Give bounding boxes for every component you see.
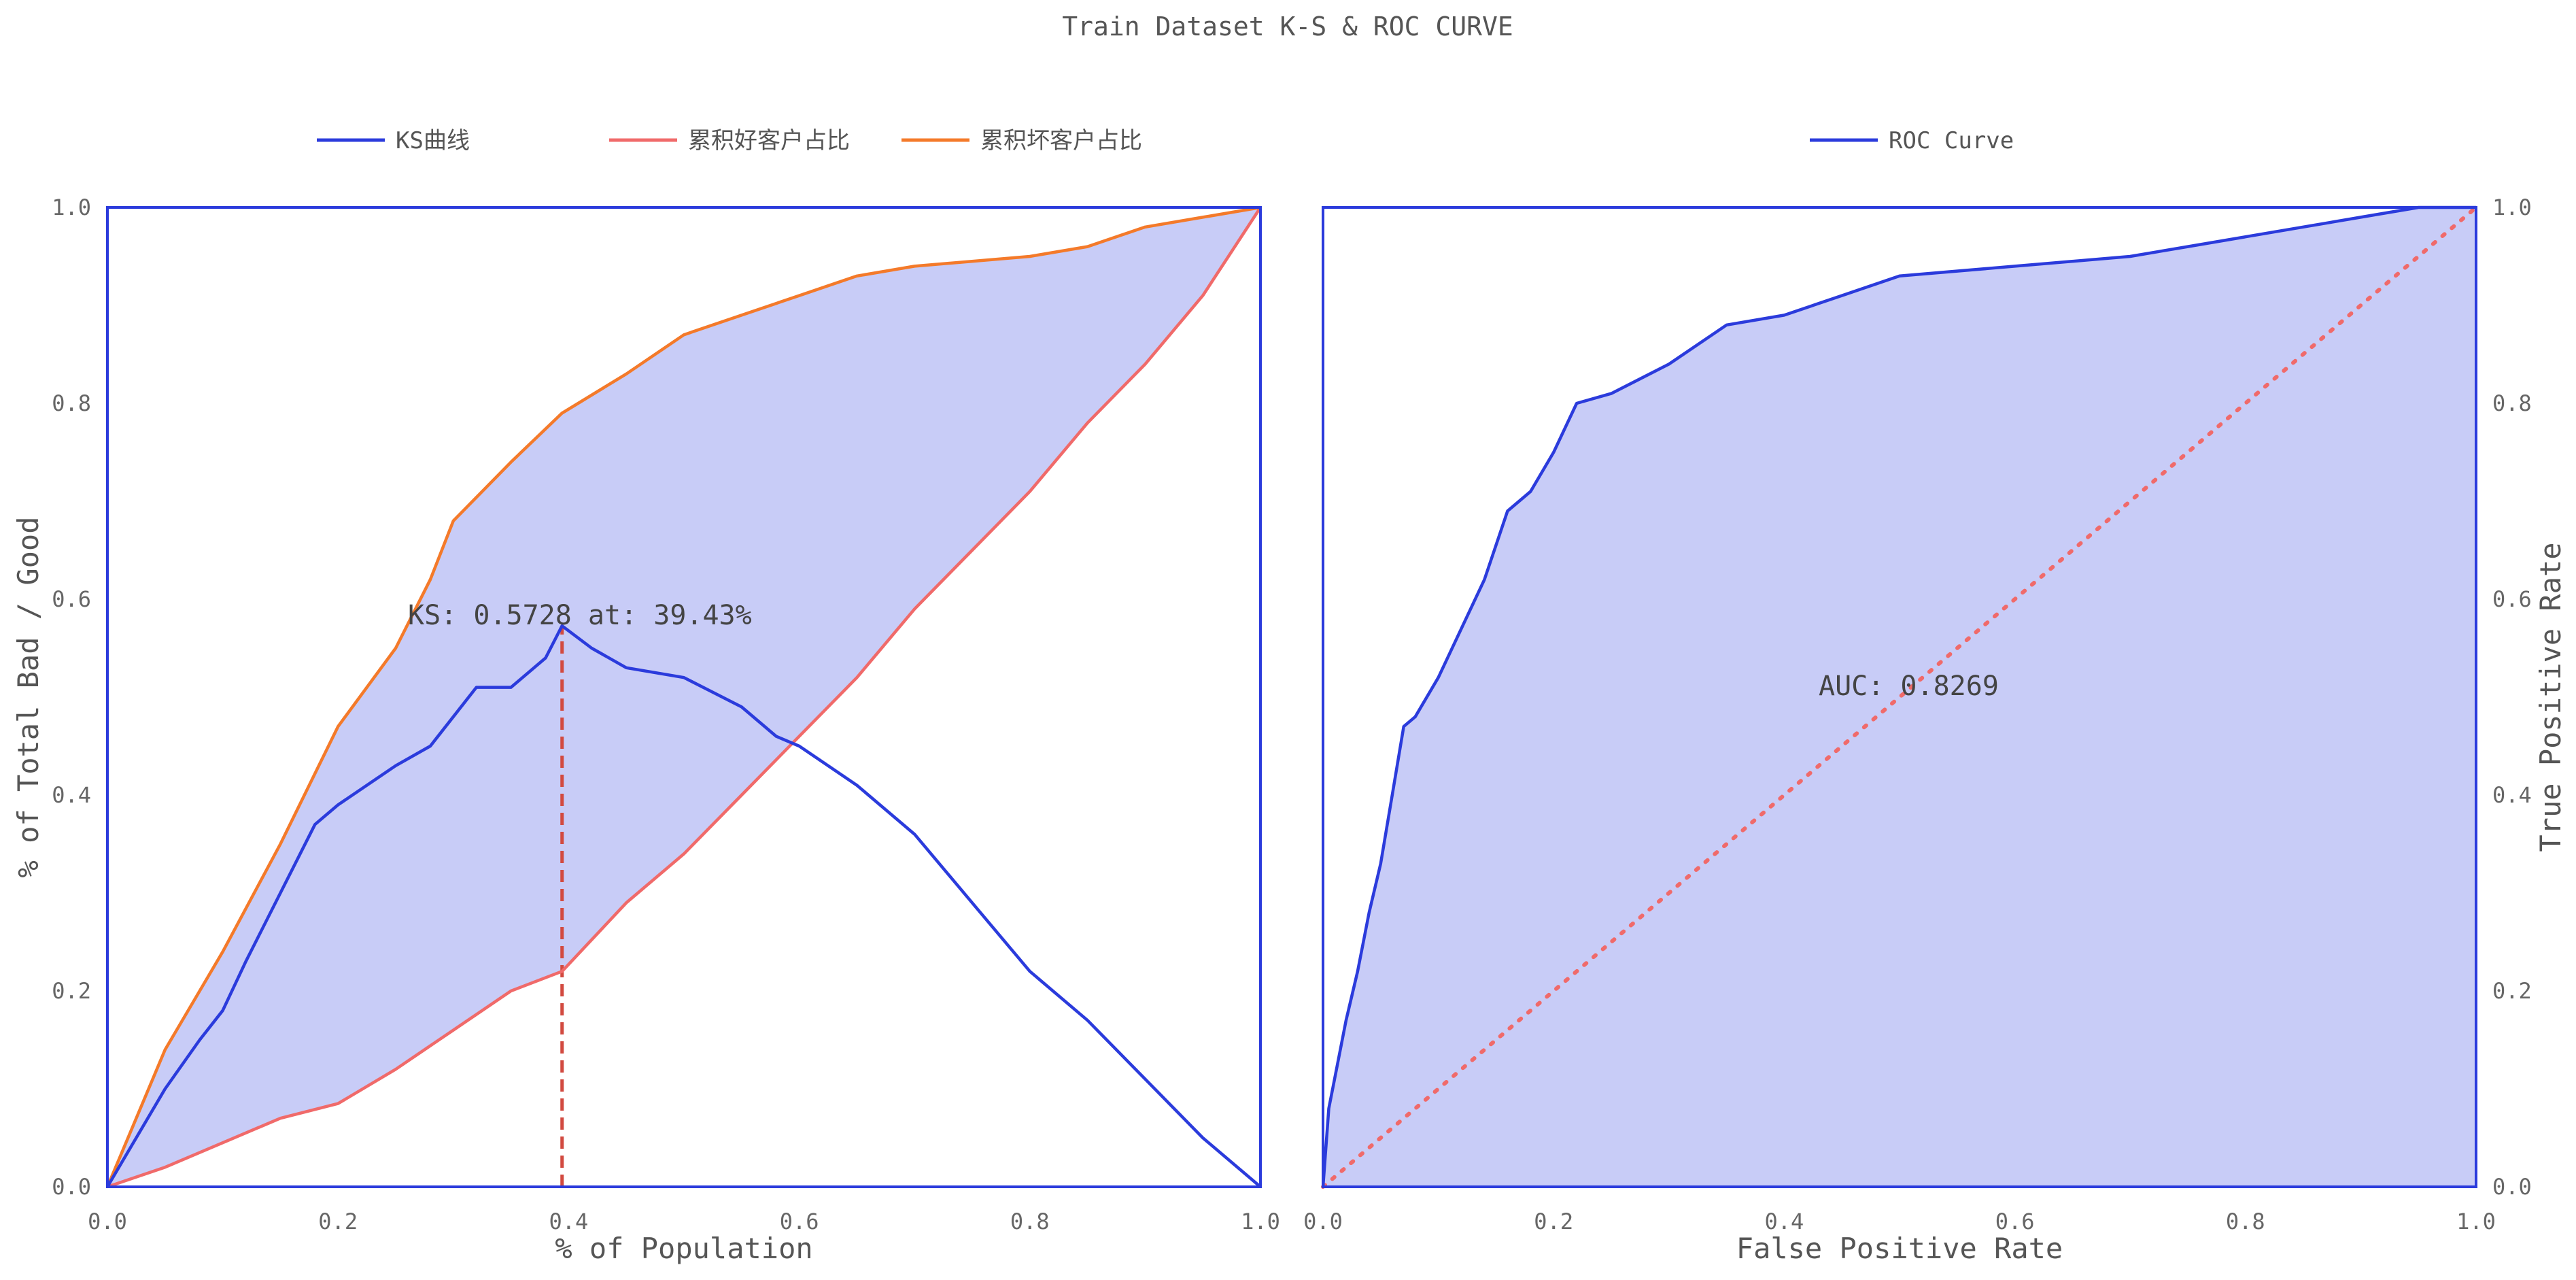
y-tick-label: 0.4 [2492, 782, 2532, 808]
ks-fill-area [107, 207, 1260, 1187]
legend-label: KS曲线 [396, 127, 470, 154]
ks-plot-frame [106, 206, 1262, 1188]
x-tick-label: 0.8 [2226, 1209, 2265, 1234]
x-tick-label: 1.0 [1241, 1209, 1280, 1234]
y-tick-label: 0.8 [52, 390, 91, 416]
x-tick-label: 0.8 [1010, 1209, 1050, 1234]
y-tick-label: 0.6 [52, 586, 91, 612]
y-tick-label: 0.8 [2492, 390, 2532, 416]
roc-x-axis-label: False Positive Rate [1736, 1232, 2063, 1265]
roc-diagonal-line [1321, 205, 2478, 1189]
roc-ticks: 0.0 0.2 0.4 0.6 0.8 1.0 0.0 0.2 0.4 0.6 0.8 1.0 [1303, 195, 2532, 1234]
x-tick-label: 0.0 [1303, 1209, 1343, 1234]
x-tick-label: 0.6 [1995, 1209, 2035, 1234]
y-tick-label: 0.2 [2492, 978, 2532, 1004]
ks-y-axis-label: % of Total Bad / Good [12, 516, 45, 877]
ks-x-axis-label: % of Population [555, 1232, 812, 1265]
y-tick-label: 0.4 [52, 782, 91, 808]
ks-series-line-0 [106, 624, 1262, 1188]
legend-label: 累积好客户占比 [688, 127, 850, 154]
y-tick-label: 0.6 [2492, 586, 2532, 612]
ks-fill-region [107, 207, 1260, 1187]
x-tick-label: 0.4 [1765, 1209, 1804, 1234]
figure-title: Train Dataset K-S & ROC CURVE [1062, 12, 1513, 41]
y-tick-label: 0.0 [2492, 1174, 2532, 1200]
y-tick-label: 0.0 [52, 1174, 91, 1200]
ks-ticks: 0.0 0.2 0.4 0.6 0.8 1.0 0.0 0.2 0.4 0.6 0.8 1.0 [52, 195, 1280, 1234]
x-tick-label: 0.2 [318, 1209, 358, 1234]
y-tick-label: 1.0 [2492, 195, 2532, 220]
ks-series-line-1 [107, 206, 1262, 1189]
x-tick-label: 0.0 [88, 1209, 127, 1234]
y-tick-label: 1.0 [52, 195, 91, 220]
x-tick-label: 0.6 [780, 1209, 819, 1234]
roc-series-lines [1321, 205, 2478, 1189]
roc-legend: ROC Curve [1810, 127, 2014, 154]
legend-label: ROC Curve [1889, 127, 2014, 154]
roc-chart: 0.0 0.2 0.4 0.6 0.8 1.0 0.0 0.2 0.4 0.6 0.8 1.0 Fal… [1303, 127, 2567, 1265]
ks-series-line-2 [105, 205, 1261, 1188]
roc-curve-line [1321, 205, 2476, 1188]
y-tick-label: 0.2 [52, 978, 91, 1004]
ks-legend: KS曲线 累积好客户占比 累积坏客户占比 [317, 127, 1142, 154]
x-tick-label: 0.2 [1534, 1209, 1573, 1234]
x-tick-label: 0.4 [549, 1209, 589, 1234]
legend-label: 累积坏客户占比 [980, 127, 1142, 154]
roc-annotation: AUC: 0.8269 [1819, 671, 1999, 702]
roc-plot-frame [1322, 206, 2477, 1188]
x-tick-label: 1.0 [2456, 1209, 2496, 1234]
ks-series-lines [105, 205, 1262, 1189]
ks-chart: 0.0 0.2 0.4 0.6 0.8 1.0 0.0 0.2 0.4 0.6 0.8 1.0 % o… [12, 127, 1280, 1265]
ks-annotation: KS: 0.5728 at: 39.43% [408, 600, 752, 631]
roc-y-axis-label: True Positive Rate [2534, 542, 2567, 852]
